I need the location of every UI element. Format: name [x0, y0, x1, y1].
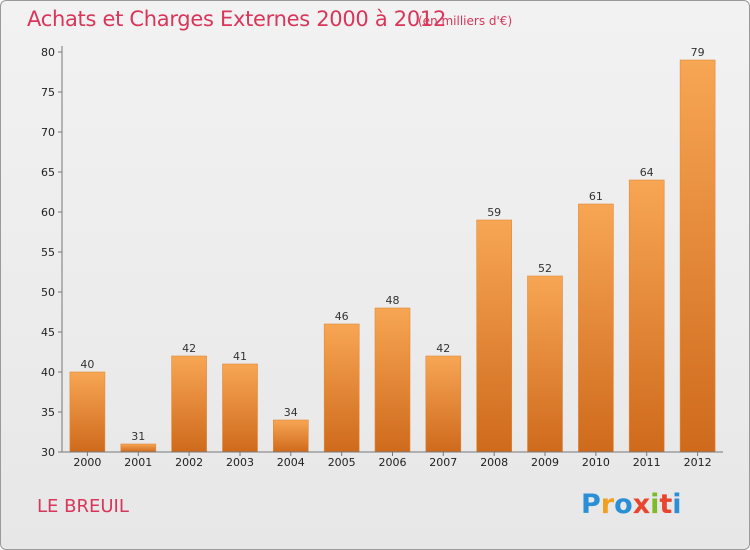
x-tick-2005: 2005: [328, 456, 356, 469]
x-tick-2004: 2004: [277, 456, 305, 469]
value-label-2006: 48: [386, 294, 400, 307]
bar-2007: [425, 355, 462, 453]
logo-letter: P: [581, 489, 601, 520]
x-tick-2011: 2011: [633, 456, 661, 469]
bar-2011: [628, 179, 665, 453]
x-tick-2012: 2012: [684, 456, 712, 469]
bar-2010: [578, 203, 614, 453]
logo-letter: t: [659, 489, 673, 520]
y-tick-30: 30: [41, 446, 55, 459]
logo-letter: i: [672, 489, 682, 520]
x-tick-2000: 2000: [73, 456, 101, 469]
y-tick-70: 70: [41, 126, 55, 139]
value-label-2001: 31: [131, 430, 145, 443]
value-label-2002: 42: [182, 342, 196, 355]
proxiti-logo: Proxiti: [581, 489, 682, 520]
logo-letter: r: [600, 489, 615, 520]
y-tick-55: 55: [41, 246, 55, 259]
y-tick-35: 35: [41, 406, 55, 419]
bar-2001: [120, 443, 157, 453]
x-tick-2002: 2002: [175, 456, 203, 469]
bar-2004: [272, 419, 309, 453]
bar-2006: [374, 307, 411, 453]
bar-2005: [323, 323, 360, 453]
bar-2003: [222, 363, 258, 453]
x-tick-2006: 2006: [379, 456, 407, 469]
x-tick-2008: 2008: [480, 456, 508, 469]
chart-unit: (en milliers d'€): [418, 14, 513, 28]
value-label-2011: 64: [640, 166, 654, 179]
x-tick-2007: 2007: [429, 456, 457, 469]
y-tick-65: 65: [41, 166, 55, 179]
value-label-2009: 52: [538, 262, 552, 275]
value-label-2007: 42: [436, 342, 450, 355]
logo-letter: x: [632, 489, 651, 520]
y-tick-60: 60: [41, 206, 55, 219]
bar-2000: [69, 371, 106, 453]
value-label-2003: 41: [233, 350, 247, 363]
value-label-2005: 46: [335, 310, 349, 323]
x-tick-2001: 2001: [124, 456, 152, 469]
bar-2012: [679, 59, 716, 453]
value-label-2008: 59: [487, 206, 501, 219]
bar-2008: [476, 219, 513, 453]
bar-2002: [171, 355, 207, 453]
chart-title: Achats et Charges Externes 2000 à 2012: [27, 7, 447, 31]
value-label-2004: 34: [284, 406, 298, 419]
value-label-2012: 79: [691, 46, 705, 59]
commune-name: LE BREUIL: [37, 496, 129, 517]
x-tick-2009: 2009: [531, 456, 559, 469]
x-tick-2010: 2010: [582, 456, 610, 469]
y-tick-45: 45: [41, 326, 55, 339]
x-tick-2003: 2003: [226, 456, 254, 469]
logo-letter: i: [650, 489, 660, 520]
value-label-2000: 40: [80, 358, 94, 371]
y-tick-80: 80: [41, 46, 55, 59]
bar-2009: [527, 275, 563, 453]
y-tick-50: 50: [41, 286, 55, 299]
logo-letter: o: [614, 489, 633, 520]
y-tick-75: 75: [41, 86, 55, 99]
value-label-2010: 61: [589, 190, 603, 203]
y-tick-40: 40: [41, 366, 55, 379]
